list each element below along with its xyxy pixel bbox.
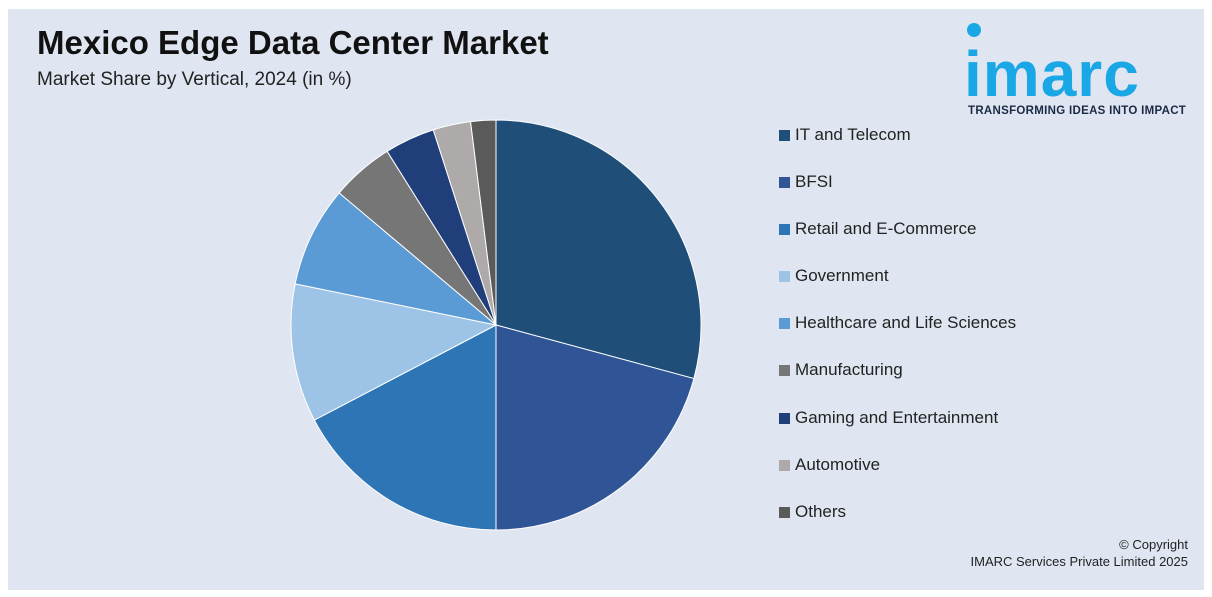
copyright-notice: © Copyright IMARC Services Private Limit…	[971, 536, 1188, 570]
legend-label: Healthcare and Life Sciences	[795, 313, 1017, 333]
imarc-logo: imarc TRANSFORMING IDEAS INTO IMPACT	[960, 20, 1200, 122]
legend-label: Others	[795, 501, 847, 521]
legend-swatch	[779, 506, 790, 518]
legend-item: Government	[779, 266, 1016, 313]
legend-swatch	[779, 365, 790, 377]
pie-slice-it-and-telecom	[495, 119, 702, 380]
pie-slice-others	[470, 119, 497, 326]
chart-title: Mexico Edge Data Center Market	[37, 24, 549, 61]
pie-slice-government	[290, 283, 498, 421]
legend-item: Automotive	[779, 455, 1016, 502]
legend-label: Automotive	[795, 454, 881, 474]
pie-slice-retail-and-e-commerce	[313, 324, 497, 531]
legend-item: BFSI	[779, 172, 1016, 219]
legend-item: Others	[779, 502, 1016, 549]
logo-tagline: TRANSFORMING IDEAS INTO IMPACT	[968, 105, 1187, 117]
legend-label: Manufacturing	[795, 360, 903, 380]
legend-item: Gaming and Entertainment	[779, 408, 1016, 455]
legend-swatch	[779, 177, 790, 189]
legend-swatch	[779, 412, 790, 424]
legend-label: Government	[795, 266, 889, 286]
legend-item: Manufacturing	[779, 360, 1016, 407]
legend-swatch	[779, 130, 790, 141]
legend-item: Retail and E-Commerce	[779, 219, 1016, 266]
pie-slice-healthcare-and-life-sciences	[294, 192, 497, 326]
copyright-line: © Copyright	[1119, 537, 1188, 552]
logo-wordmark: imarc	[964, 38, 1140, 110]
legend-label: Retail and E-Commerce	[795, 219, 977, 239]
legend-label: IT and Telecom	[795, 125, 911, 144]
legend-item: IT and Telecom	[779, 125, 1016, 172]
chart-subtitle: Market Share by Vertical, 2024 (in %)	[37, 69, 352, 90]
legend-item: Healthcare and Life Sciences	[779, 313, 1016, 360]
legend-swatch	[779, 224, 790, 236]
legend-swatch	[779, 271, 790, 283]
chart-legend: IT and Telecom BFSI Retail and E-Commerce G…	[779, 125, 1016, 549]
copyright-company: IMARC Services Private Limited 2025	[970, 554, 1188, 569]
legend-swatch	[779, 459, 790, 471]
legend-label: Gaming and Entertainment	[795, 407, 999, 427]
logo-dot-icon	[967, 23, 981, 37]
pie-slice-bfsi	[495, 324, 695, 531]
legend-label: BFSI	[795, 172, 833, 192]
legend-swatch	[779, 318, 790, 330]
